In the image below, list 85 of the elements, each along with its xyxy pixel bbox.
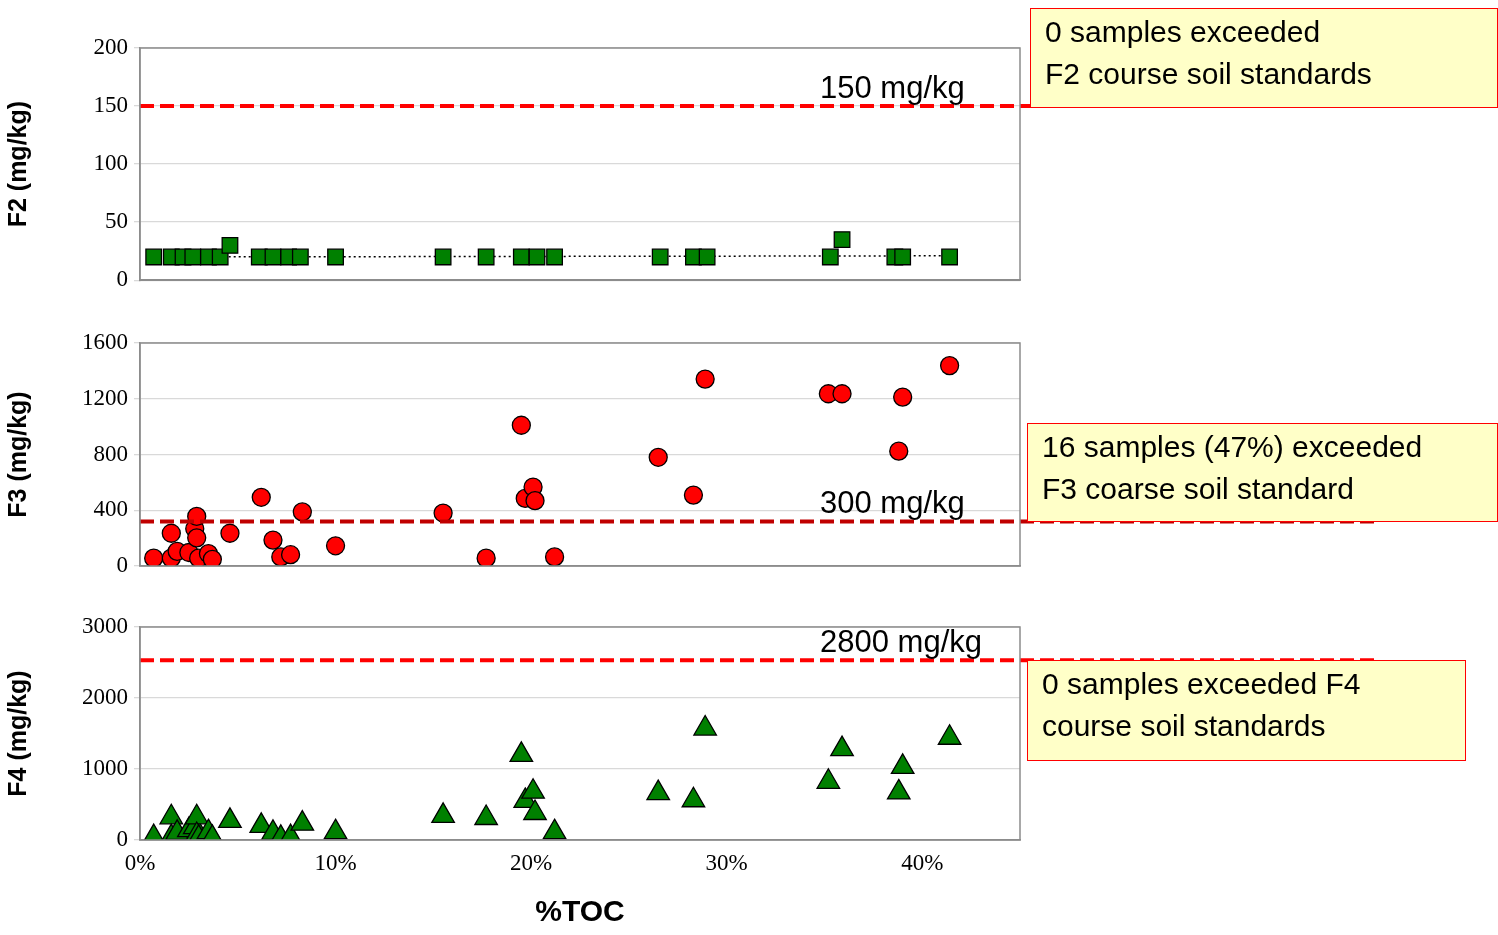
y-tick-label: 0 [116,826,128,852]
point [941,248,959,266]
y-tick-label: 50 [105,208,128,234]
y-tick-label: 0 [116,266,128,292]
point [509,741,534,762]
point [525,490,545,511]
x-tick-label: 20% [510,849,553,875]
point [280,545,301,565]
point [893,387,913,407]
point [681,786,706,808]
point [683,485,704,505]
ref-line-label: 2800 mg/kg [820,624,982,660]
point [327,248,344,266]
x-axis-title: %TOC [535,894,625,928]
point [263,530,283,550]
point [220,523,240,543]
point [476,548,496,566]
point [511,415,531,435]
y-tick-label: 400 [93,496,128,522]
y-tick-label: 1600 [82,329,128,355]
point [832,384,852,404]
point [648,447,668,467]
point [202,549,223,566]
y-tick-label: 200 [93,34,128,60]
point [821,248,839,266]
point [651,248,669,266]
point [894,248,912,266]
x-tick-label: 0% [124,849,156,875]
point [830,735,854,757]
point [431,802,456,824]
point [890,753,915,775]
y-axis-title: F2 (mg/kg) [2,100,31,228]
point [159,803,184,825]
point [184,248,202,266]
point [144,548,164,566]
point [187,528,207,548]
y-tick-label: 0 [116,552,128,578]
point [816,768,841,789]
point [646,779,671,801]
y-tick-label: 800 [93,440,128,466]
point [939,355,960,376]
text: 0 samples exceeded F4 course soil standards [1027,660,1466,761]
x-tick-label: 40% [901,849,944,875]
point [434,248,452,266]
point [544,547,565,566]
y-axis-title: F3 (mg/kg) [2,391,31,518]
ref-line-label: 150 mg/kg [820,70,965,106]
point [695,369,715,389]
point [251,487,271,507]
ref-line-label: 300 mg/kg [820,485,965,521]
point [512,248,530,266]
point [221,236,239,254]
point [523,799,547,821]
point [886,778,911,800]
y-tick-label: 150 [93,92,128,118]
y-tick-label: 2000 [82,684,128,710]
point [521,778,545,799]
y-tick-label: 1200 [82,384,128,410]
y-tick-label: 3000 [82,613,128,639]
point [528,248,546,266]
text: 0 samples exceeded F2 course soil standards [1030,8,1498,108]
point [542,818,567,840]
point [546,248,564,266]
point [323,818,348,840]
x-tick-label: 30% [705,849,748,875]
point [184,803,209,825]
y-axis-title: F4 (mg/kg) [2,670,31,797]
point [325,536,346,556]
point [698,248,716,266]
point [833,231,851,248]
y-tick-label: 100 [93,150,128,176]
x-tick-label: 10% [314,849,357,875]
point [218,807,242,828]
point [161,523,181,543]
y-tick-label: 1000 [82,755,128,781]
point [292,502,312,522]
point [937,724,962,745]
point [889,441,909,461]
point [145,248,163,266]
point [290,810,315,831]
point [477,248,495,266]
point [474,804,499,826]
text: 16 samples (47%) exceeded F3 coarse soil standard [1027,423,1498,522]
point [291,248,309,266]
point [693,714,718,736]
